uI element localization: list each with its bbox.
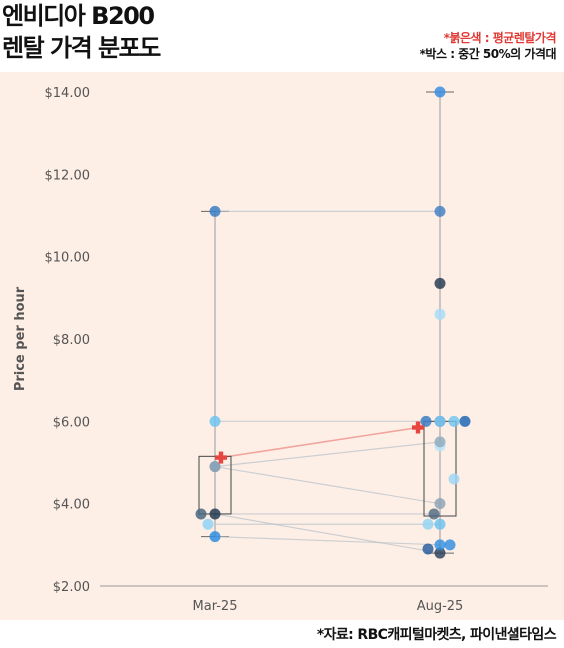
- data-point-mar: [209, 461, 221, 473]
- data-point-aug: [434, 86, 446, 98]
- data-point-aug: [448, 473, 460, 485]
- box-note: *박스 : 중간 50%의 가격대: [419, 47, 557, 61]
- data-point-aug: [422, 543, 434, 555]
- data-point-aug-provider: [434, 547, 446, 559]
- data-point-aug: [444, 539, 456, 551]
- provider-connector: [214, 513, 441, 554]
- data-point-aug: [434, 415, 446, 427]
- data-point-mar: [209, 415, 221, 427]
- data-point-aug-provider: [434, 436, 446, 448]
- mean-note: *붉은색 : 평균렌탈가격: [443, 31, 557, 45]
- provider-connector: [214, 536, 441, 546]
- title-line-1: 엔비디아 B200: [2, 2, 155, 30]
- provider-connector: [214, 441, 441, 468]
- data-point-aug: [434, 277, 446, 289]
- legend-notes: *붉은색 : 평균렌탈가격 *박스 : 중간 50%의 가격대: [419, 30, 557, 62]
- data-point-aug-provider: [434, 539, 446, 551]
- mean-connector: [220, 426, 419, 459]
- data-point-aug-provider: [428, 508, 440, 520]
- data-point-aug: [459, 415, 471, 427]
- chart-panel: $2.00 $4.00 $6.00 $8.00 $10.00 $12.00 $14.00 Ma…: [0, 72, 564, 620]
- data-point-mar: [202, 518, 214, 530]
- y-tick-label: $10.00: [45, 251, 91, 266]
- y-tick-label: $12.00: [45, 168, 91, 183]
- data-point-mar: [195, 508, 207, 520]
- data-point-aug-provider: [422, 518, 434, 530]
- data-point-mar: [209, 508, 221, 520]
- data-point-aug: [434, 308, 446, 320]
- x-tick-label: Mar-25: [193, 599, 238, 614]
- data-point-aug-provider: [434, 205, 446, 217]
- source-note: *자료: RBC캐피털마켓츠, 파이낸셜타임스: [316, 627, 557, 643]
- y-tick-label: $2.00: [53, 580, 90, 595]
- y-axis-label: Price per hour: [13, 286, 28, 391]
- y-tick-label: $4.00: [53, 498, 90, 513]
- data-point-mar: [209, 531, 221, 543]
- mean-marker-v: [415, 421, 421, 434]
- provider-connector: [214, 466, 441, 505]
- data-point-aug-provider: [448, 415, 460, 427]
- box-plot-chart: $2.00 $4.00 $6.00 $8.00 $10.00 $12.00 $14.00 Ma…: [13, 86, 548, 614]
- data-point-mar: [209, 205, 221, 217]
- y-tick-label: $14.00: [45, 86, 91, 101]
- mean-marker-v: [218, 451, 224, 464]
- title-line-2: 렌탈 가격 분포도: [2, 34, 161, 62]
- data-point-aug-provider: [434, 498, 446, 510]
- data-point-aug: [420, 415, 432, 427]
- chart-title: 엔비디아 B200 렌탈 가격 분포도: [2, 0, 161, 64]
- y-tick-label: $8.00: [53, 333, 90, 348]
- y-tick-label: $6.00: [53, 415, 90, 430]
- data-point-aug: [434, 518, 446, 530]
- x-tick-label: Aug-25: [417, 599, 464, 614]
